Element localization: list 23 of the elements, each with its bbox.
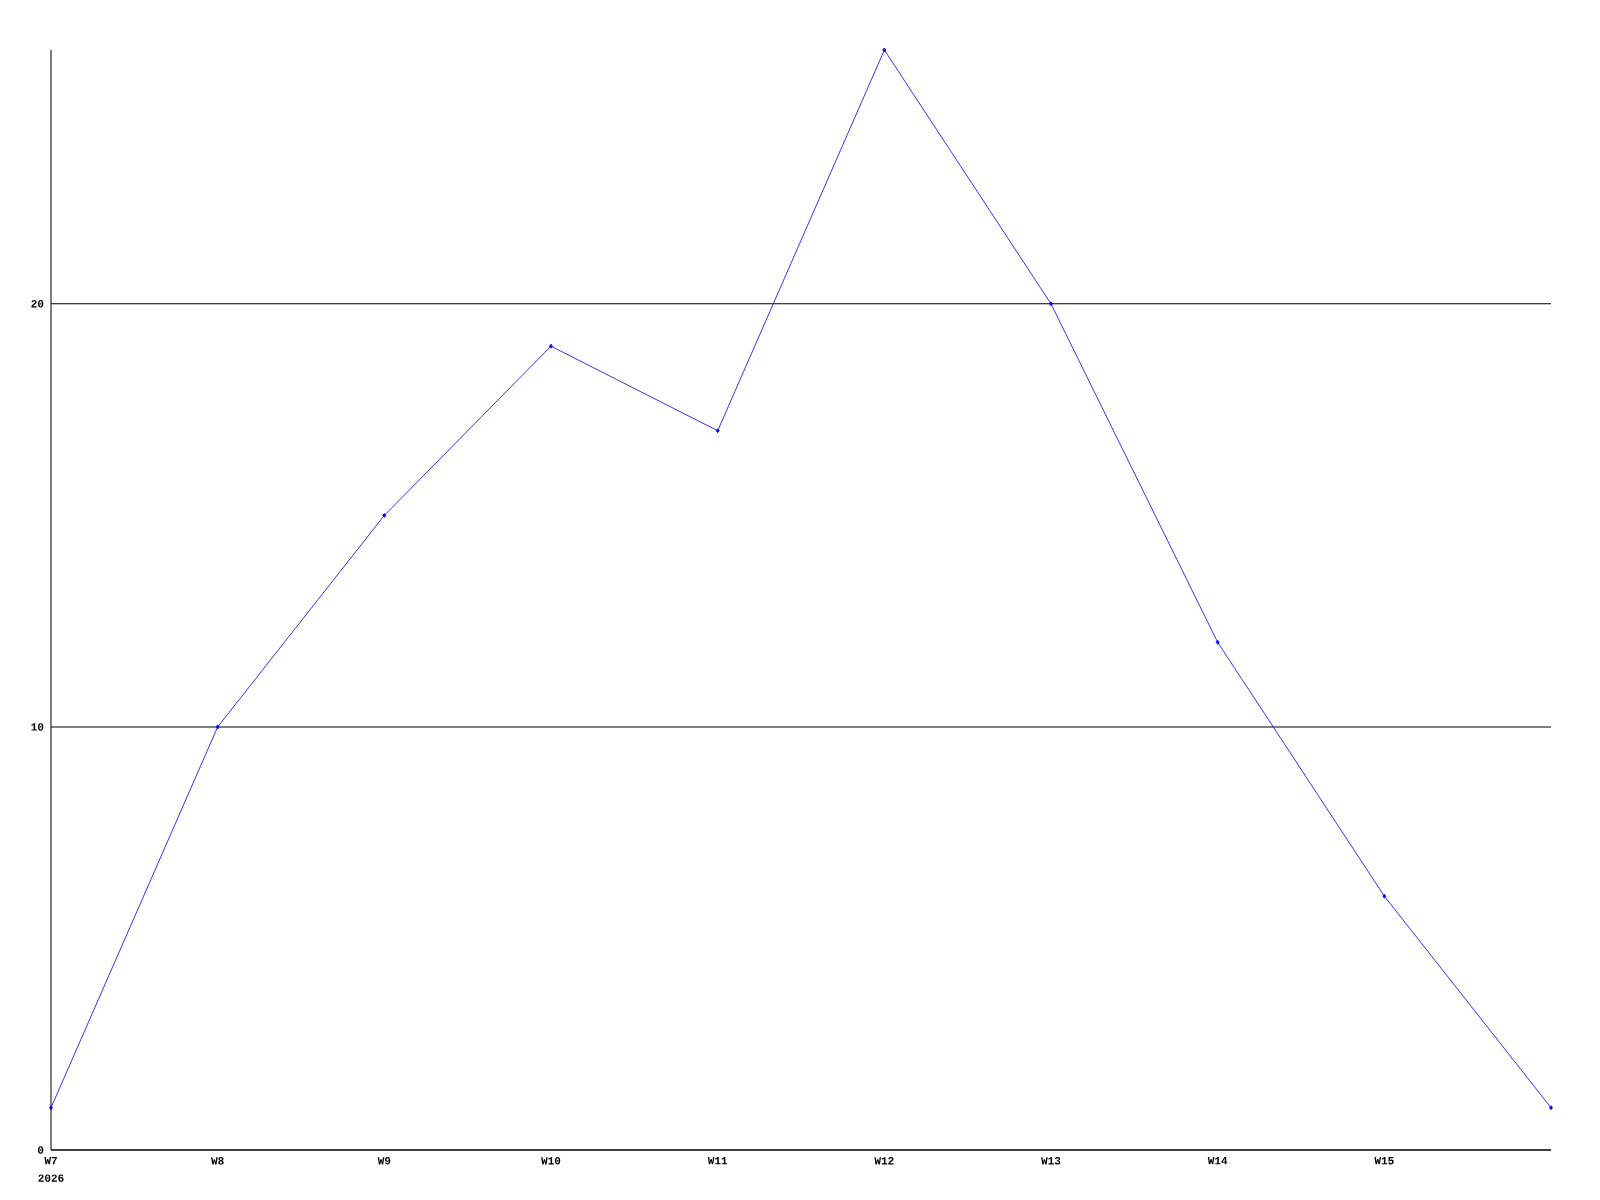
point bbox=[715, 428, 720, 434]
x-tick-label: W11 bbox=[707, 1157, 728, 1165]
x-tick-label: W13 bbox=[1041, 1157, 1061, 1165]
point bbox=[215, 724, 220, 730]
point bbox=[1549, 1105, 1553, 1111]
x-tick-label: W12 bbox=[874, 1157, 894, 1165]
point bbox=[882, 47, 887, 53]
y-tick-label: 20 bbox=[31, 300, 44, 308]
y-tick-label: 10 bbox=[31, 723, 44, 731]
point bbox=[549, 343, 553, 349]
point bbox=[1382, 893, 1387, 899]
x-tick-label: W15 bbox=[1374, 1157, 1394, 1165]
x-tick-label: W10 bbox=[541, 1157, 561, 1165]
x-tick-label: W9 bbox=[377, 1157, 391, 1165]
y-tick-label: 0 bbox=[37, 1146, 44, 1154]
point bbox=[1215, 639, 1220, 645]
point bbox=[49, 1105, 53, 1111]
x-tick-label: W7 bbox=[44, 1157, 57, 1165]
x-tick-label: W14 bbox=[1207, 1157, 1228, 1165]
point bbox=[1049, 301, 1053, 307]
point bbox=[382, 512, 387, 518]
x-tick-label: W8 bbox=[211, 1157, 224, 1165]
text: 2026 bbox=[38, 1174, 64, 1182]
